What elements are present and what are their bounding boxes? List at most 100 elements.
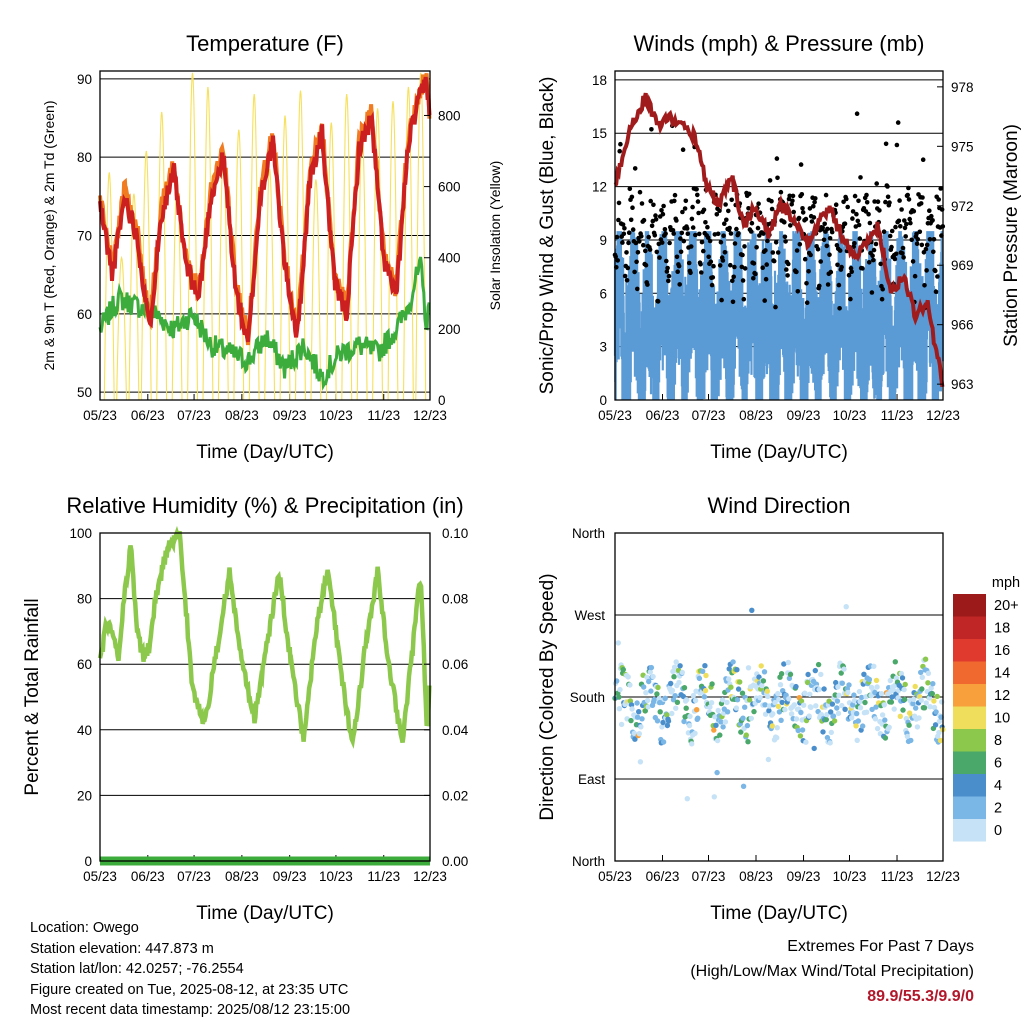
gust-point	[773, 240, 779, 245]
direction-point	[676, 679, 682, 686]
direction-point	[795, 727, 801, 734]
direction-point	[627, 682, 633, 688]
direction-point	[714, 769, 720, 776]
direction-point	[683, 705, 689, 711]
humidity-xlabel: Time (Day/UTC)	[196, 903, 334, 924]
temperature-xlabel: Time (Day/UTC)	[196, 442, 334, 463]
direction-point	[740, 783, 747, 789]
winds-ytick-label: 0	[599, 393, 607, 408]
direction-point	[648, 664, 655, 671]
direction-point	[897, 713, 903, 719]
gust-point	[939, 207, 945, 212]
gust-point	[698, 262, 703, 267]
gust-point	[782, 234, 788, 240]
direction-point	[834, 705, 840, 711]
temperature-xtick-label: 08/23	[225, 408, 259, 423]
humidity-xtick-label: 09/23	[273, 869, 307, 884]
direction-point	[709, 681, 715, 687]
direction-point	[908, 737, 914, 744]
direction-point	[686, 722, 693, 729]
direction-point	[857, 698, 863, 705]
gust-point	[714, 212, 720, 217]
direction-point	[854, 710, 860, 717]
gust-point	[679, 230, 685, 236]
humidity-ylabel: Percent & Total Rainfall	[22, 598, 43, 795]
gust-point	[653, 213, 658, 218]
gust-point	[923, 246, 929, 252]
gust-point	[740, 252, 745, 258]
gust-point	[800, 206, 805, 211]
colorbar-title: mph	[992, 575, 1020, 591]
gust-point	[902, 225, 908, 231]
temperature-y2tick-label: 200	[438, 322, 461, 337]
direction-point	[616, 706, 623, 712]
direction-point	[887, 677, 893, 684]
gust-point	[728, 231, 734, 236]
direction-point	[632, 736, 638, 742]
gust-point	[815, 246, 821, 252]
gust-point	[833, 202, 839, 207]
solar-insolation-curve	[279, 115, 291, 401]
direction-point	[838, 670, 844, 676]
direction-point	[932, 722, 939, 728]
gust-point	[732, 241, 738, 246]
direction-point	[930, 681, 936, 687]
solar-insolation-curve	[387, 101, 399, 401]
gust-point	[684, 226, 690, 231]
temperature-xtick-label: 10/23	[319, 408, 353, 423]
winds-y2tick-label: 963	[951, 377, 974, 392]
gust-point	[804, 281, 809, 286]
gust-point	[775, 250, 781, 255]
direction-point	[931, 704, 938, 711]
direction-point	[726, 676, 732, 682]
colorbar-swatch	[953, 706, 986, 729]
gust-point	[681, 238, 687, 244]
direction-point	[831, 718, 838, 724]
direction-xtick-label: 08/23	[739, 869, 773, 884]
gust-point	[649, 127, 654, 132]
gust-point	[660, 211, 666, 217]
gust-point	[817, 283, 822, 289]
direction-point	[650, 673, 656, 680]
direction-point	[772, 699, 778, 706]
gust-point	[769, 198, 774, 204]
direction-point	[928, 685, 934, 691]
direction-point	[759, 682, 765, 689]
direction-point	[765, 693, 771, 700]
gust-point	[918, 201, 924, 206]
gust-point	[701, 248, 706, 254]
direction-point	[888, 699, 895, 705]
gust-point	[690, 204, 695, 210]
humidity-y2tick-label: 0.00	[442, 854, 468, 869]
direction-point	[740, 715, 746, 721]
direction-point	[781, 661, 787, 667]
colorbar-swatch	[953, 774, 986, 797]
gust-point	[682, 206, 688, 211]
gust-point	[741, 296, 747, 302]
winds-ylabel: Sonic/Prop Wind & Gust (Blue, Black)	[537, 77, 558, 395]
winds-y2tick-label: 966	[951, 318, 974, 333]
gust-point	[770, 250, 776, 255]
gust-point	[614, 234, 620, 240]
gust-point	[719, 297, 724, 303]
gust-point	[646, 234, 651, 240]
humidity-y2tick-label: 0.06	[442, 657, 468, 672]
gust-point	[893, 251, 899, 257]
direction-point	[835, 710, 842, 717]
gust-point	[885, 194, 891, 200]
extremes-title: Extremes For Past 7 Days	[787, 938, 974, 955]
direction-ytick-label: East	[578, 772, 605, 787]
gust-point	[667, 240, 672, 246]
gust-point	[649, 223, 655, 229]
direction-point	[696, 675, 703, 682]
direction-point	[681, 718, 687, 725]
direction-point	[869, 706, 875, 713]
direction-point	[793, 683, 799, 690]
winds-y2tick-label: 972	[951, 199, 974, 214]
direction-point	[816, 686, 822, 693]
direction-point	[858, 694, 865, 701]
humidity-xtick-label: 11/23	[367, 869, 400, 884]
gust-point	[771, 258, 777, 264]
direction-point	[828, 729, 834, 736]
gust-point	[654, 249, 660, 255]
